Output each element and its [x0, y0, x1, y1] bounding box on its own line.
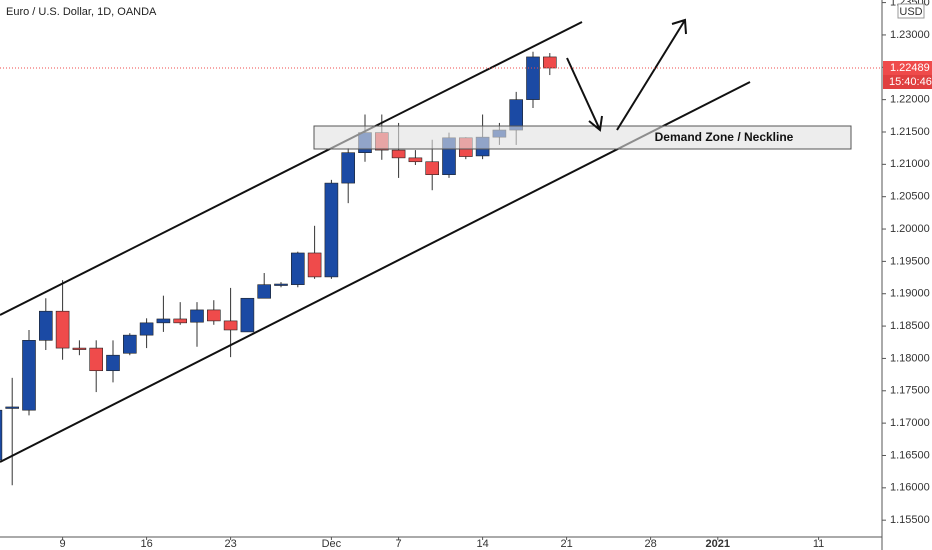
y-tick-label: 1.19500 [890, 255, 930, 267]
candle-body [106, 354, 120, 372]
y-tick-label: 1.18500 [890, 320, 930, 332]
candle-body [123, 334, 137, 354]
x-tick-label: 23 [224, 538, 236, 550]
x-tick-label: 16 [140, 538, 152, 550]
candle-body [156, 318, 171, 324]
candle-body [408, 157, 423, 163]
candle-body [223, 320, 238, 331]
candle-body [72, 347, 87, 350]
candle-body [391, 149, 406, 159]
candle-body [257, 284, 272, 299]
candle-body [509, 99, 524, 131]
y-tick-label: 1.15500 [890, 514, 930, 526]
y-tick-label: 1.17500 [890, 385, 930, 397]
x-tick-label: 9 [60, 538, 66, 550]
x-tick-label: 21 [560, 538, 572, 550]
zone-label: Demand Zone / Neckline [655, 130, 794, 144]
y-tick-label: 1.22000 [890, 94, 930, 106]
candle-body [307, 252, 322, 278]
x-tick-label: Dec [322, 538, 342, 550]
y-tick-label: 1.19000 [890, 288, 930, 300]
candle-body [139, 322, 154, 336]
candle-body [0, 409, 3, 461]
countdown: 15:40:46 [889, 76, 932, 88]
y-tick-label: 1.20000 [890, 223, 930, 235]
currency: USD [899, 6, 922, 18]
chart-title: Euro / U.S. Dollar, 1D, OANDA [6, 6, 157, 18]
y-tick-label: 1.20500 [890, 191, 930, 203]
x-tick-label: 28 [644, 538, 656, 550]
x-tick-label: 11 [813, 538, 824, 550]
candle-body [425, 161, 440, 175]
y-tick-label: 1.16000 [890, 482, 930, 494]
candle-body [341, 152, 356, 184]
arrows [566, 18, 687, 132]
y-tick-label: 1.21500 [890, 126, 930, 138]
y-tick-label: 1.23000 [890, 29, 930, 41]
candle-body [5, 406, 19, 409]
currency-box [897, 3, 925, 19]
candle-body [190, 309, 204, 323]
candle-body [240, 297, 255, 333]
countdown-box [883, 74, 932, 89]
candle-body [55, 310, 70, 349]
candle-body [173, 318, 187, 324]
y-tick-label: 1.16500 [890, 449, 930, 461]
arrow-down [566, 57, 603, 132]
x-tick-label: 7 [396, 538, 402, 550]
y-tick-label: 1.17000 [890, 417, 930, 429]
candle-body [22, 340, 36, 411]
channel-upper [0, 21, 583, 316]
x-tick-label: 14 [476, 538, 488, 550]
candle-body [38, 310, 53, 341]
demand-zone [313, 125, 852, 150]
price-box [883, 60, 932, 75]
candle-body [207, 309, 221, 322]
arrow-up [616, 18, 687, 131]
y-tick-label: 1.18000 [890, 352, 930, 364]
candle-body [89, 347, 103, 372]
x-tick-label: 2021 [706, 538, 730, 550]
candle-body [324, 182, 339, 278]
candle-body [542, 56, 557, 69]
candle-body [290, 252, 305, 285]
price-label: 1.22489 [890, 62, 930, 74]
y-tick-label: 1.21000 [890, 158, 930, 170]
candle-body [274, 283, 288, 286]
candle-body [526, 56, 540, 100]
candles [0, 51, 557, 486]
